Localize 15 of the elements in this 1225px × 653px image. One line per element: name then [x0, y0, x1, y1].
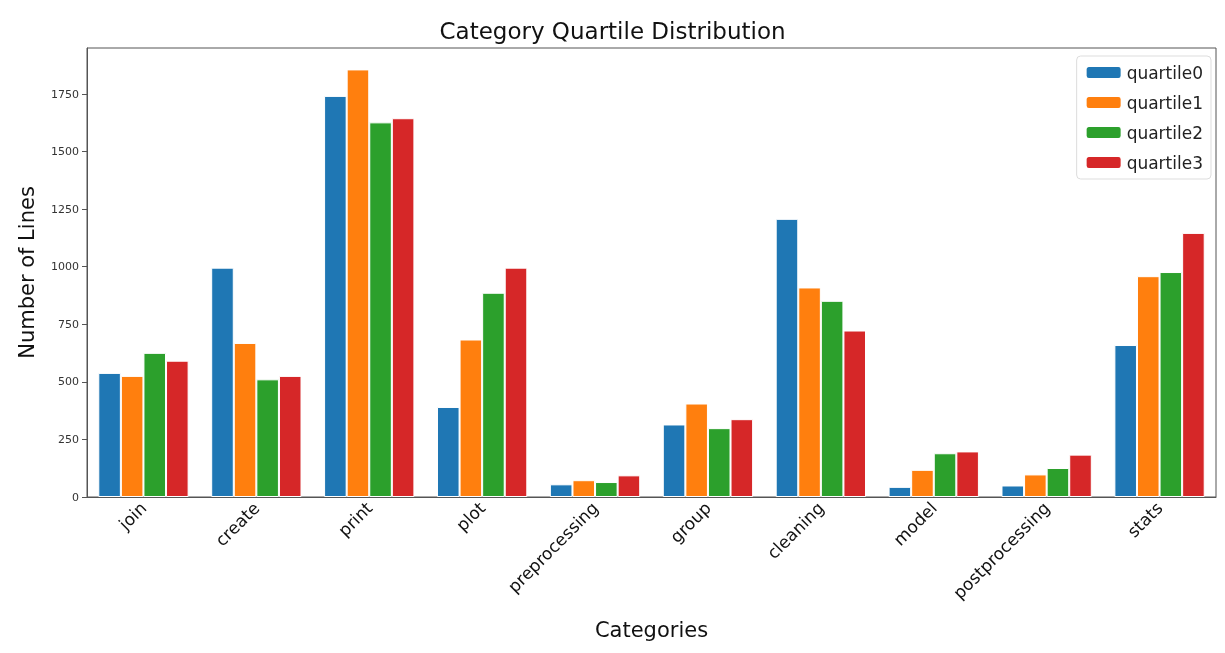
y-tick-label: 500 [58, 375, 79, 389]
y-tick-label: 750 [58, 317, 79, 331]
chart-title: Category Quartile Distribution [439, 17, 786, 44]
legend-label: quartile1 [1126, 92, 1203, 113]
y-tick-label: 250 [58, 432, 79, 446]
y-tick-label: 1250 [51, 202, 79, 216]
legend-label: quartile3 [1126, 152, 1203, 173]
legend-label: quartile0 [1126, 62, 1203, 83]
x-axis-title: Categories [594, 617, 709, 642]
legend-label: quartile2 [1126, 122, 1203, 143]
y-tick-label: 0 [72, 490, 79, 504]
y-tick-label: 1000 [51, 260, 79, 274]
y-tick-label: 1750 [51, 87, 79, 101]
y-axis-title: Number of Lines [14, 186, 39, 359]
y-tick-label: 1500 [51, 145, 79, 159]
